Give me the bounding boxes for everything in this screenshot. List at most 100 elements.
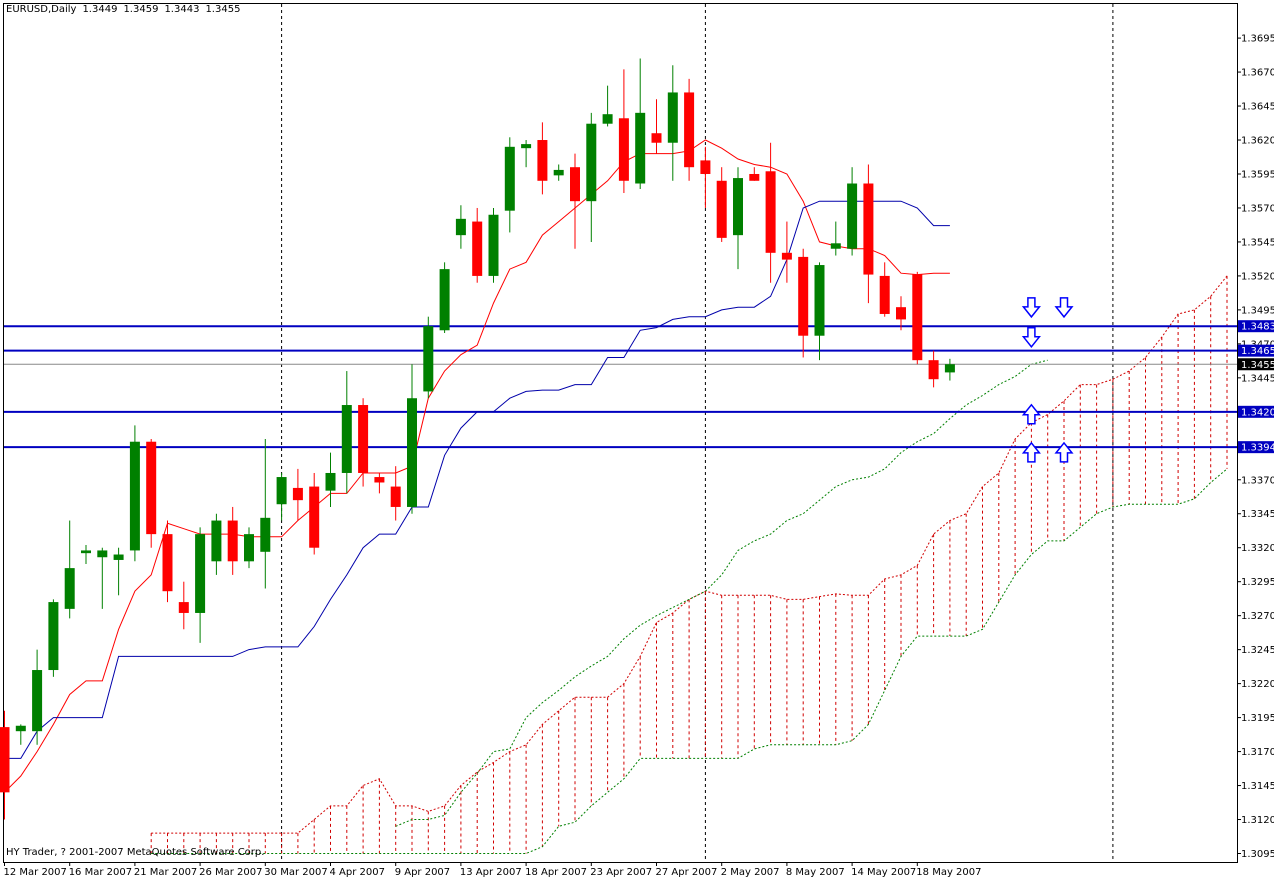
x-tick-label: 21 Mar 2007 bbox=[134, 867, 197, 878]
y-tick-label: 1.3345 bbox=[1241, 509, 1274, 520]
bear-candle bbox=[390, 486, 401, 507]
y-tick-label: 1.3320 bbox=[1241, 543, 1274, 554]
bear-candle bbox=[146, 441, 157, 535]
bull-candle bbox=[423, 326, 434, 392]
bear-candle bbox=[879, 275, 890, 314]
bull-candle bbox=[830, 243, 841, 249]
bull-candle bbox=[586, 123, 597, 202]
copyright-label: HY Trader, ? 2001-2007 MetaQuotes Softwa… bbox=[6, 847, 265, 858]
x-tick-label: 8 May 2007 bbox=[786, 867, 845, 878]
bear-candle bbox=[716, 180, 727, 238]
bear-candle bbox=[781, 252, 792, 260]
down-arrow-icon bbox=[1054, 297, 1074, 319]
bear-candle bbox=[162, 534, 173, 592]
level-price-label: 1.3420 bbox=[1241, 407, 1274, 418]
bull-candle bbox=[733, 178, 743, 236]
bull-candle bbox=[97, 550, 108, 558]
y-tick-label: 1.3270 bbox=[1241, 611, 1274, 622]
x-tick-label: 26 Mar 2007 bbox=[199, 867, 262, 878]
y-tick-label: 1.3195 bbox=[1241, 713, 1274, 724]
senkou-span-a-line bbox=[151, 275, 1228, 834]
bear-candle bbox=[309, 486, 320, 548]
bull-candle bbox=[244, 534, 254, 562]
bull-candle bbox=[814, 265, 825, 336]
bear-candle bbox=[765, 171, 776, 253]
bull-candle bbox=[341, 405, 352, 473]
bear-candle bbox=[651, 133, 662, 143]
x-tick-label: 13 Apr 2007 bbox=[460, 867, 522, 878]
y-tick-label: 1.3645 bbox=[1241, 102, 1274, 113]
y-tick-label: 1.3245 bbox=[1241, 645, 1274, 656]
bear-candle bbox=[178, 602, 189, 613]
bull-candle bbox=[129, 441, 140, 551]
up-arrow-icon bbox=[1021, 441, 1041, 463]
level-price-label-bg bbox=[1238, 320, 1274, 333]
bear-candle bbox=[896, 307, 906, 320]
bear-candle bbox=[570, 167, 580, 202]
x-tick-label: 18 May 2007 bbox=[916, 867, 981, 878]
bull-candle bbox=[439, 269, 450, 331]
bull-candle bbox=[602, 114, 613, 124]
bear-candle bbox=[374, 477, 385, 483]
y-tick-label: 1.3095 bbox=[1241, 849, 1274, 860]
y-tick-label: 1.3170 bbox=[1241, 747, 1274, 758]
high-value: 1.3459 bbox=[123, 4, 159, 15]
x-tick-label: 30 Mar 2007 bbox=[264, 867, 327, 878]
bear-candle bbox=[912, 274, 923, 361]
y-tick-label: 1.3620 bbox=[1241, 136, 1274, 147]
bear-candle bbox=[928, 360, 939, 380]
x-tick-label: 27 Apr 2007 bbox=[656, 867, 718, 878]
bull-candle bbox=[407, 398, 417, 507]
y-tick-label: 1.3370 bbox=[1241, 475, 1274, 486]
bear-candle bbox=[863, 183, 874, 275]
bear-candle bbox=[472, 221, 483, 276]
x-tick-label: 23 Apr 2007 bbox=[590, 867, 652, 878]
level-price-label-bg bbox=[1238, 441, 1274, 454]
bull-candle bbox=[113, 554, 124, 560]
bull-candle bbox=[944, 364, 955, 373]
bull-candle bbox=[325, 472, 336, 491]
x-tick-label: 4 Apr 2007 bbox=[330, 867, 385, 878]
up-arrow-icon bbox=[1054, 441, 1074, 463]
y-tick-label: 1.3445 bbox=[1241, 373, 1274, 384]
tenkan-sen-line bbox=[4, 139, 950, 793]
bull-candle bbox=[64, 568, 75, 609]
down-arrow-icon bbox=[1021, 327, 1041, 349]
bull-candle bbox=[635, 112, 646, 184]
bull-candle bbox=[211, 520, 222, 562]
x-tick-label: 2 May 2007 bbox=[721, 867, 780, 878]
bull-candle bbox=[48, 602, 59, 671]
bull-candle bbox=[81, 550, 91, 554]
bear-candle bbox=[700, 160, 711, 174]
y-tick-label: 1.3595 bbox=[1241, 169, 1274, 180]
y-tick-label: 1.3145 bbox=[1241, 781, 1274, 792]
bear-candle bbox=[749, 173, 760, 181]
y-tick-label: 1.3520 bbox=[1241, 271, 1274, 282]
senkou-span-b-line bbox=[151, 468, 1228, 854]
bull-candle bbox=[32, 670, 43, 732]
bear-candle bbox=[684, 92, 695, 168]
up-arrow-icon bbox=[1021, 403, 1041, 425]
y-tick-label: 1.3570 bbox=[1241, 203, 1274, 214]
bull-candle bbox=[195, 534, 206, 613]
bull-candle bbox=[847, 183, 858, 249]
symbol-label: EURUSD,Daily bbox=[6, 4, 77, 15]
kijun-sen-line bbox=[4, 200, 950, 759]
level-price-label: 1.3394 bbox=[1241, 443, 1274, 454]
y-tick-label: 1.3495 bbox=[1241, 305, 1274, 316]
x-tick-label: 9 Apr 2007 bbox=[395, 867, 450, 878]
bull-candle bbox=[504, 146, 515, 211]
bull-candle bbox=[276, 477, 287, 505]
level-price-label-bg bbox=[1238, 405, 1274, 418]
bear-candle bbox=[227, 520, 238, 562]
bid-price-label-bg bbox=[1238, 358, 1274, 371]
bear-candle bbox=[358, 405, 369, 473]
bid-price-label: 1.3455 bbox=[1241, 360, 1274, 371]
x-tick-label: 18 Apr 2007 bbox=[525, 867, 587, 878]
bear-candle bbox=[537, 140, 548, 181]
bull-candle bbox=[455, 218, 466, 236]
x-tick-label: 16 Mar 2007 bbox=[69, 867, 132, 878]
x-tick-label: 12 Mar 2007 bbox=[4, 867, 67, 878]
bull-candle bbox=[521, 144, 532, 149]
